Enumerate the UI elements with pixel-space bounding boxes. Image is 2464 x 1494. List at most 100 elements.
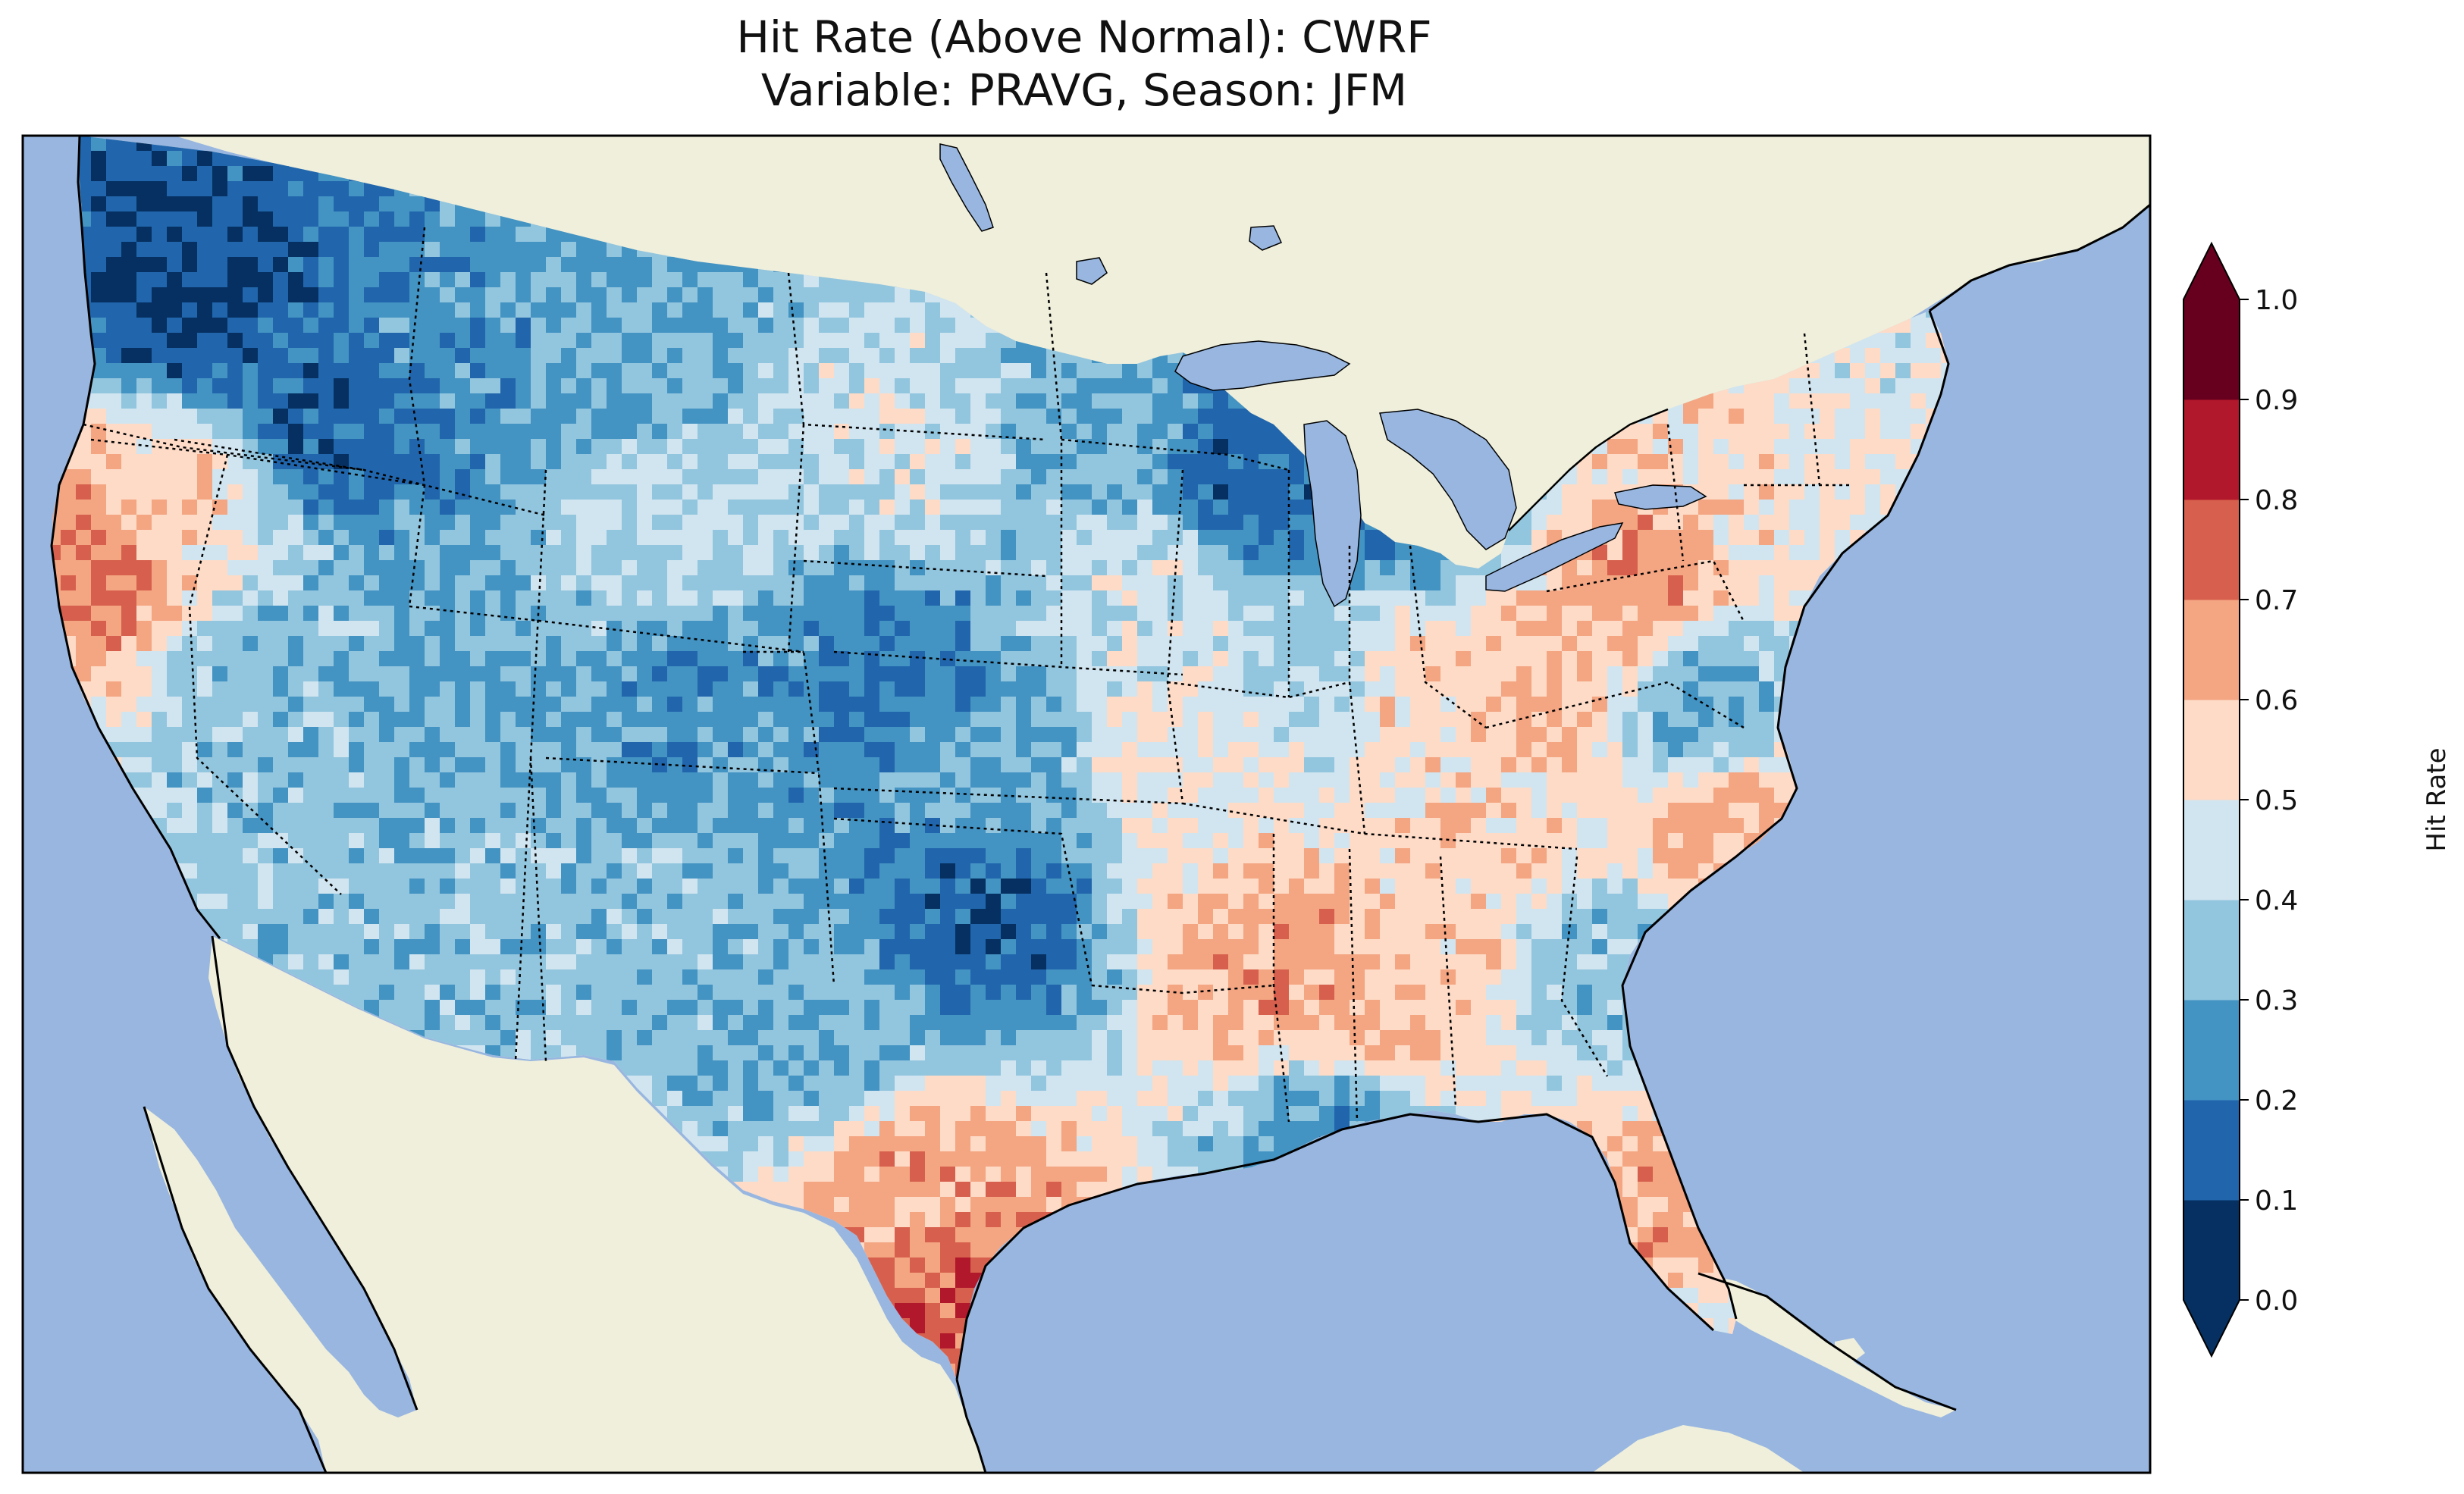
heat-cell (318, 545, 334, 561)
heat-cell (1698, 712, 1714, 728)
heat-cell (561, 712, 577, 728)
heat-cell (136, 545, 152, 561)
heat-cell (349, 454, 365, 470)
heat-cell (334, 257, 350, 273)
heat-cell (440, 393, 456, 409)
heat-cell (1031, 712, 1047, 728)
heat-cell (1259, 681, 1274, 697)
heat-cell (455, 484, 471, 500)
heat-cell (531, 530, 547, 546)
heat-cell (652, 500, 668, 515)
heat-cell (758, 454, 774, 470)
heat-cell (1198, 712, 1214, 728)
heat-cell (243, 166, 259, 182)
heat-cell (698, 712, 713, 728)
heat-cell (440, 227, 456, 243)
heat-cell (1274, 697, 1290, 713)
heat-cell (591, 560, 607, 576)
heat-cell (1092, 409, 1108, 424)
heat-cell (561, 272, 577, 288)
heat-cell (788, 560, 804, 576)
heat-cell (758, 348, 774, 364)
heat-cell (652, 378, 668, 394)
heat-cell (576, 651, 592, 667)
heat-cell (334, 681, 350, 697)
heat-cell (531, 363, 547, 379)
heat-cell (788, 393, 804, 409)
heat-cell (576, 257, 592, 273)
heat-cell (182, 469, 198, 485)
heat-cell (227, 666, 243, 682)
heat-cell (758, 333, 774, 349)
heat-cell (546, 302, 562, 318)
heat-cell (258, 575, 274, 591)
heat-cell (1926, 348, 1942, 364)
heat-cell (182, 196, 198, 212)
heat-cell (1698, 666, 1714, 682)
heat-cell (728, 469, 744, 485)
heat-cell (1895, 348, 1911, 364)
heat-cell (1698, 454, 1714, 470)
heat-cell (197, 621, 213, 637)
heat-cell (258, 348, 274, 364)
heat-cell (1016, 712, 1032, 728)
heat-cell (940, 681, 956, 697)
heat-cell (1031, 560, 1047, 576)
heat-cell (1137, 545, 1153, 561)
heat-cell (379, 393, 395, 409)
heat-cell (773, 318, 789, 334)
heat-cell (1471, 575, 1487, 591)
heat-cell (516, 333, 531, 349)
heat-cell (834, 575, 850, 591)
heat-cell (1774, 575, 1790, 591)
heat-cell (500, 651, 516, 667)
heat-cell (1835, 500, 1851, 515)
heat-cell (349, 409, 365, 424)
heat-cell (864, 712, 880, 728)
heat-cell (607, 242, 622, 258)
heat-cell (1804, 363, 1820, 379)
heat-cell (1198, 393, 1214, 409)
heat-cell (698, 469, 713, 485)
heat-cell (940, 697, 956, 713)
heat-cell (303, 606, 319, 622)
heat-cell (349, 712, 365, 728)
heat-cell (1486, 590, 1502, 606)
heat-cell (364, 636, 380, 652)
heat-cell (273, 333, 289, 349)
heat-cell (1622, 681, 1638, 697)
heat-cell (516, 287, 531, 303)
heat-cell (576, 242, 592, 258)
heat-cell (1365, 697, 1381, 713)
heat-cell (197, 318, 213, 334)
heat-cell (728, 681, 744, 697)
heat-cell (591, 484, 607, 500)
heat-cell (667, 363, 683, 379)
heat-cell (970, 378, 986, 394)
heat-cell (576, 378, 592, 394)
heat-cell (258, 560, 274, 576)
heat-cell (440, 697, 456, 713)
heat-cell (986, 590, 1002, 606)
heat-cell (1547, 515, 1563, 531)
heat-cell (1440, 621, 1456, 637)
heat-cell (500, 560, 516, 576)
heat-cell (1274, 545, 1290, 561)
heat-cell (1744, 651, 1760, 667)
heat-cell (1092, 590, 1108, 606)
heat-cell (713, 530, 729, 546)
heat-cell (1228, 530, 1244, 546)
heat-cell (1789, 469, 1805, 485)
heat-cell (667, 545, 683, 561)
heat-cell (576, 681, 592, 697)
heat-cell (1501, 545, 1517, 561)
heat-cell (1334, 681, 1350, 697)
heat-cell (1077, 515, 1092, 531)
heat-cell (1016, 545, 1032, 561)
heat-cell (1198, 545, 1214, 561)
heat-cell (561, 287, 577, 303)
heat-cell (349, 636, 365, 652)
heat-cell (1168, 484, 1183, 500)
heat-cell (440, 242, 456, 258)
heat-cell (1031, 393, 1047, 409)
